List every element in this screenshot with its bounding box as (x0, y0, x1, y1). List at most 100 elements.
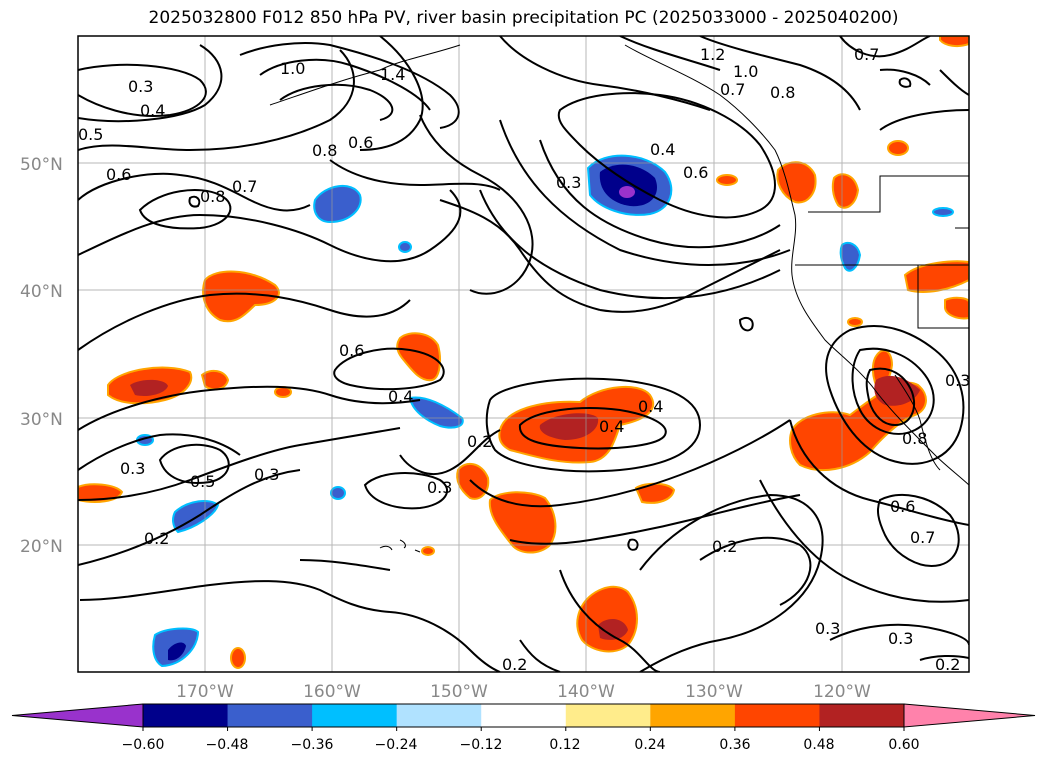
lat-label: 20°N (20, 537, 63, 557)
precip-blob (396, 332, 441, 382)
precip-blob (313, 185, 362, 224)
precip-blob (130, 379, 168, 396)
precip-blob (230, 647, 246, 669)
colorbar-swatch (396, 704, 482, 727)
contour-label: 0.6 (348, 133, 373, 152)
contour-label: 0.7 (232, 177, 257, 196)
precip-blob (944, 296, 969, 320)
contour-label: 0.8 (770, 83, 795, 102)
precip-blob (408, 396, 464, 429)
colorbar-tick-label: −0.48 (206, 737, 249, 753)
lon-label: 130°W (685, 682, 743, 702)
contour-label: 1.2 (700, 45, 725, 64)
contour-label: 0.8 (200, 187, 225, 206)
precip-shading (78, 36, 969, 669)
contour-label: 0.2 (712, 537, 737, 556)
contour-label: 0.5 (78, 125, 103, 144)
colorbar-swatch (565, 704, 651, 727)
colorbar-tick-label: −0.24 (375, 737, 418, 753)
coastlines (269, 44, 969, 553)
colorbar-tick-label: 0.12 (549, 737, 580, 753)
precip-blob (932, 207, 954, 217)
contour-label: 0.7 (910, 528, 935, 547)
colorbar-extend-high (903, 703, 1036, 728)
precip-blob (634, 482, 676, 504)
precip-blob (200, 369, 230, 391)
precip-blob (776, 161, 817, 204)
precip-blob (168, 642, 186, 661)
contour-label: 0.3 (945, 371, 970, 390)
precip-blob (887, 140, 909, 156)
precip-blob (398, 241, 412, 253)
contour-label: 0.6 (890, 497, 915, 516)
precip-blob (599, 164, 658, 207)
colorbar-swatch (734, 704, 820, 727)
precip-blob (847, 317, 863, 327)
precip-blob (839, 241, 862, 272)
lon-labels: 170°W 160°W 150°W 140°W 130°W 120°W (176, 682, 871, 702)
contour-label: 0.2 (935, 655, 960, 674)
precip-blob (202, 270, 280, 323)
contour-label: 0.7 (854, 45, 879, 64)
contour-label: 0.5 (190, 472, 215, 491)
contour-label: 0.4 (638, 397, 663, 416)
contour-labels: 0.3 0.4 0.5 0.6 0.8 0.7 1.0 1.4 0.8 0.6 … (78, 45, 970, 674)
lon-label: 150°W (430, 682, 488, 702)
precip-blob (831, 173, 860, 209)
precip-blob (421, 546, 435, 556)
colorbar-tick-label: −0.60 (122, 737, 165, 753)
lat-label: 50°N (20, 155, 63, 175)
plot-title: 2025032800 F012 850 hPa PV, river basin … (148, 8, 899, 28)
contour-label: 0.4 (388, 387, 413, 406)
contour-label: 0.2 (502, 655, 527, 674)
gridlines (78, 36, 969, 672)
colorbar: −0.60 −0.48 −0.36 −0.24 −0.12 0.12 0.24 … (11, 703, 1036, 753)
precip-blob (716, 174, 738, 186)
colorbar-swatch (227, 704, 313, 727)
precip-blob (598, 618, 628, 640)
colorbar-extend-low (11, 703, 144, 728)
colorbar-tick-label: 0.24 (634, 737, 665, 753)
contour-label: 0.7 (720, 80, 745, 99)
contour-label: 0.3 (427, 478, 452, 497)
colorbar-swatch (481, 704, 567, 727)
contour-label: 0.4 (140, 101, 165, 120)
contour-label: 0.6 (683, 163, 708, 182)
contour-label: 0.3 (888, 629, 913, 648)
colorbar-tick-label: 0.60 (888, 737, 919, 753)
precip-blob (330, 486, 346, 500)
contour-label: 0.3 (815, 619, 840, 638)
contour-label: 0.3 (556, 173, 581, 192)
lon-label: 140°W (557, 682, 615, 702)
colorbar-tick-label: −0.36 (291, 737, 334, 753)
contour-label: 0.8 (312, 141, 337, 160)
colorbar-outline (142, 703, 905, 728)
contour-label: 0.4 (650, 140, 675, 159)
contour-label: 1.0 (280, 59, 305, 78)
precip-blob (539, 413, 599, 440)
colorbar-swatch (650, 704, 736, 727)
contour-label: 0.2 (144, 529, 169, 548)
colorbar-swatch (312, 704, 398, 727)
contour-label: 0.6 (106, 165, 131, 184)
colorbar-swatch (143, 704, 229, 727)
precip-blob (619, 186, 635, 198)
lon-label: 160°W (303, 682, 361, 702)
contour-label: 0.8 (902, 429, 927, 448)
contour-label: 1.4 (380, 65, 405, 84)
contour-label: 0.6 (339, 341, 364, 360)
colorbar-tick-label: −0.12 (460, 737, 503, 753)
contour-label: 0.3 (128, 77, 153, 96)
lat-label: 30°N (20, 410, 63, 430)
lat-labels: 50°N 40°N 30°N 20°N (20, 155, 63, 557)
colorbar-swatch (819, 704, 905, 727)
lat-label: 40°N (20, 282, 63, 302)
map-frame (77, 35, 970, 673)
lon-label: 120°W (813, 682, 871, 702)
colorbar-tick-label: 0.48 (803, 737, 834, 753)
pv-contours (78, 36, 969, 672)
contour-label: 0.4 (599, 417, 624, 436)
contour-label: 0.2 (467, 432, 492, 451)
lon-label: 170°W (176, 682, 234, 702)
